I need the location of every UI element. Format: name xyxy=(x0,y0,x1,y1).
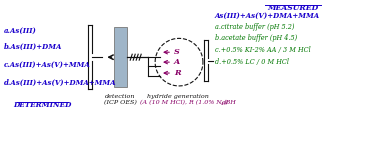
Text: hydride generation: hydride generation xyxy=(147,94,209,99)
Text: R: R xyxy=(174,69,181,77)
Text: 4: 4 xyxy=(220,102,223,106)
Text: As(III)+As(V)+DMA+MMA: As(III)+As(V)+DMA+MMA xyxy=(215,12,320,20)
Bar xyxy=(114,27,127,87)
Text: a.As(III): a.As(III) xyxy=(4,26,37,34)
Text: c.As(III)+As(V)+MMA: c.As(III)+As(V)+MMA xyxy=(4,61,90,69)
Text: A: A xyxy=(174,58,180,66)
Text: DETERMINED: DETERMINED xyxy=(13,101,72,109)
Text: b.As(III)+DMA: b.As(III)+DMA xyxy=(4,43,62,51)
Text: MEASURED: MEASURED xyxy=(267,4,318,12)
Text: (ICP OES): (ICP OES) xyxy=(104,100,137,105)
Text: S: S xyxy=(174,48,180,56)
Text: a.citrate buffer (pH 5.2): a.citrate buffer (pH 5.2) xyxy=(215,23,294,31)
Text: d.+0.5% LC / 0 M HCl: d.+0.5% LC / 0 M HCl xyxy=(215,58,289,66)
Text: b.acetate buffer (pH 4.5): b.acetate buffer (pH 4.5) xyxy=(215,34,297,42)
Text: detection: detection xyxy=(105,94,135,99)
Text: d.As(III)+As(V)+DMA+MMA: d.As(III)+As(V)+DMA+MMA xyxy=(4,79,116,87)
Text: (A (10 M HCl), R (1.0% NaBH: (A (10 M HCl), R (1.0% NaBH xyxy=(140,100,236,105)
Text: c.+0.5% KI-2% AA / 3 M HCl: c.+0.5% KI-2% AA / 3 M HCl xyxy=(215,46,311,54)
Text: )): )) xyxy=(223,100,228,105)
